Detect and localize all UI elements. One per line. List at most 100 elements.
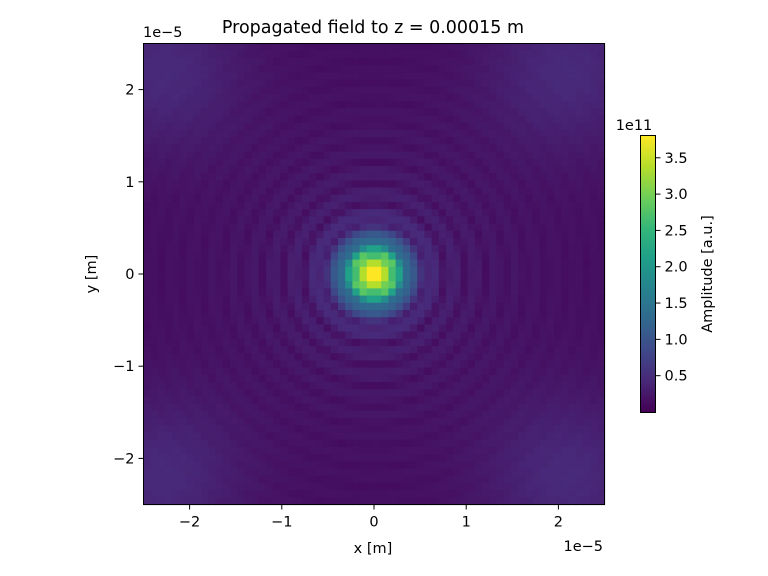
heatmap-cell [229,490,238,498]
heatmap-cell [273,144,281,153]
heatmap-cell [496,129,505,138]
heatmap-cell [316,446,325,455]
heatmap-cell [179,259,188,268]
heatmap-cell [431,490,440,498]
heatmap-cell [287,201,296,210]
heatmap-cell [381,50,389,59]
heatmap-cell [590,274,598,282]
heatmap-cell [546,346,555,354]
heatmap-cell [150,165,159,174]
heatmap-cell [431,187,440,196]
heatmap-cell [525,43,534,52]
heatmap-cell [172,324,181,333]
heatmap-cell [237,403,245,412]
heatmap-cell [201,439,209,448]
heatmap-cell [294,266,303,275]
heatmap-cell [474,346,483,354]
heatmap-cell [424,173,433,181]
heatmap-cell [352,497,361,506]
heatmap-cell [352,396,361,405]
heatmap-cell [265,382,274,390]
heatmap-cell [424,158,433,167]
heatmap-cell [150,353,159,362]
heatmap-cell [431,122,440,131]
heatmap-cell [352,115,361,124]
heatmap-cell [467,165,476,174]
heatmap-cell [582,461,591,470]
heatmap-cell [301,144,310,153]
heatmap-cell [597,446,606,455]
heatmap-cell [273,439,281,448]
heatmap-cell [237,382,245,390]
heatmap-cell [143,410,152,419]
heatmap-cell [237,374,245,383]
heatmap-cell [222,245,231,253]
heatmap-cell [150,245,159,253]
heatmap-cell [410,43,418,52]
heatmap-cell [525,374,534,383]
heatmap-cell [582,209,591,217]
heatmap-cell [446,396,454,405]
heatmap-cell [496,446,505,455]
heatmap-cell [301,201,310,210]
heatmap-cell [546,122,555,131]
heatmap-cell [330,454,339,462]
heatmap-cell [165,201,173,210]
heatmap-cell [337,223,346,232]
colorbar-tick-label: 3.5 [665,151,688,167]
heatmap-cell [582,86,591,95]
heatmap-cell [518,57,526,66]
heatmap-cell [374,302,382,311]
heatmap-cell [518,281,526,289]
heatmap-cell [208,310,217,318]
heatmap-cell [482,439,490,448]
heatmap-cell [582,252,591,261]
heatmap-cell [525,266,534,275]
heatmap-cell [561,382,570,390]
heatmap-cell [539,439,548,448]
heatmap-cell [467,497,476,506]
heatmap-cell [251,425,260,434]
heatmap-cell [453,403,462,412]
heatmap-cell [582,446,591,455]
heatmap-cell [532,209,541,217]
heatmap-cell [186,252,195,261]
heatmap-cell [337,187,346,196]
heatmap-cell [301,475,310,484]
heatmap-cell [208,367,217,376]
x-multiplier: 1e−5 [563,539,603,555]
heatmap-cell [237,115,245,124]
heatmap-cell [374,43,382,52]
heatmap-cell [546,331,555,340]
heatmap-cell [287,367,296,376]
heatmap-cell [345,454,353,462]
heatmap-cell [352,310,361,318]
heatmap-cell [431,331,440,340]
heatmap-cell [201,497,209,506]
heatmap-cell [222,310,231,318]
heatmap-cell [381,389,389,398]
heatmap-cell [518,144,526,153]
heatmap-cell [503,180,512,189]
heatmap-cell [273,266,281,275]
heatmap-cell [518,93,526,102]
heatmap-cell [503,432,512,441]
heatmap-cell [273,194,281,203]
heatmap-cell [323,93,332,102]
heatmap-cell [208,295,217,304]
heatmap-cell [150,266,159,275]
heatmap-cell [222,230,231,239]
heatmap-cell [237,86,245,95]
colorbar-label: Amplitude [a.u.] [700,215,716,333]
heatmap-cell [438,50,447,59]
heatmap-cell [157,245,166,253]
heatmap-cell [265,302,274,311]
heatmap-cell [590,410,598,419]
heatmap-cell [316,165,325,174]
heatmap-cell [280,389,289,398]
heatmap-cell [165,475,173,484]
heatmap-cell [388,403,397,412]
heatmap-cell [309,230,317,239]
heatmap-cell [525,209,534,217]
heatmap-cell [568,101,577,109]
